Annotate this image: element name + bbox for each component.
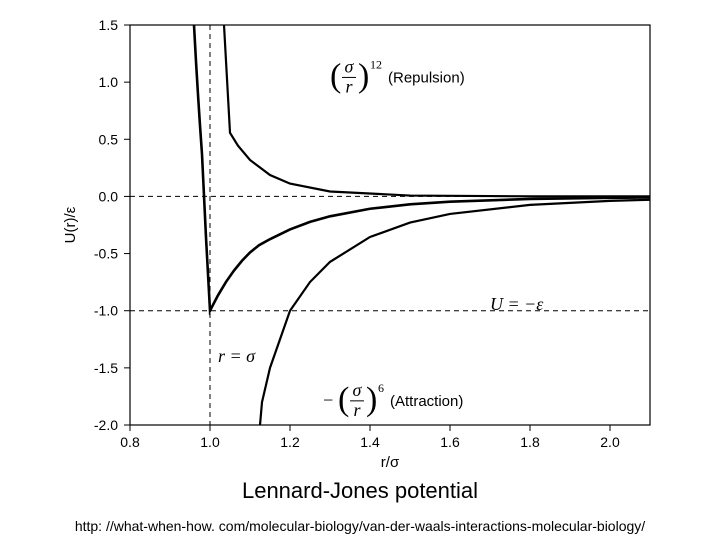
svg-text:σ: σ bbox=[345, 56, 355, 76]
x-tick-label: 2.0 bbox=[600, 434, 620, 450]
svg-text:(Attraction): (Attraction) bbox=[390, 393, 463, 410]
x-tick-label: 1.0 bbox=[200, 434, 220, 450]
x-tick-label: 1.2 bbox=[280, 434, 300, 450]
y-tick-label: 0.5 bbox=[99, 131, 119, 147]
u-eq-neg-eps-label: U = −ε bbox=[490, 294, 544, 314]
svg-text:(Repulsion): (Repulsion) bbox=[388, 69, 465, 86]
y-tick-label: 1.5 bbox=[99, 17, 119, 33]
chart-area: 0.8 1.0 1.2 1.4 1.6 1.8 2.0 -2.0 -1.5 -1.0 -0.5 0.0… bbox=[50, 10, 670, 470]
y-tick-label: 1.0 bbox=[99, 74, 119, 90]
svg-text:−: − bbox=[322, 390, 334, 410]
svg-text:12: 12 bbox=[370, 57, 382, 71]
svg-text:r: r bbox=[353, 400, 361, 420]
y-tick-label: -0.5 bbox=[94, 246, 118, 262]
svg-text:(: ( bbox=[330, 57, 341, 94]
x-tick-label: 1.6 bbox=[440, 434, 460, 450]
y-tick-label: -1.5 bbox=[94, 360, 118, 376]
svg-text:): ) bbox=[358, 57, 369, 94]
chart-caption: Lennard-Jones potential bbox=[0, 478, 720, 504]
r-eq-sigma-label: r = σ bbox=[218, 346, 256, 366]
x-tick-label: 1.4 bbox=[360, 434, 380, 450]
source-url: http: //what-when-how. com/molecular-bio… bbox=[0, 518, 720, 534]
y-axis-label: U(r)/ε bbox=[62, 206, 79, 243]
x-tick-label: 1.8 bbox=[520, 434, 540, 450]
svg-text:): ) bbox=[366, 381, 377, 418]
svg-text:6: 6 bbox=[378, 381, 384, 395]
x-tick-label: 0.8 bbox=[120, 434, 140, 450]
lj-chart-svg: 0.8 1.0 1.2 1.4 1.6 1.8 2.0 -2.0 -1.5 -1.0 -0.5 0.0… bbox=[50, 10, 670, 470]
svg-text:(: ( bbox=[338, 381, 349, 418]
y-tick-label: 0.0 bbox=[99, 188, 119, 204]
svg-text:r: r bbox=[345, 76, 353, 96]
y-tick-label: -2.0 bbox=[94, 417, 118, 433]
x-axis-label: r/σ bbox=[381, 454, 400, 470]
y-tick-label: -1.0 bbox=[94, 303, 118, 319]
svg-text:σ: σ bbox=[353, 380, 363, 400]
